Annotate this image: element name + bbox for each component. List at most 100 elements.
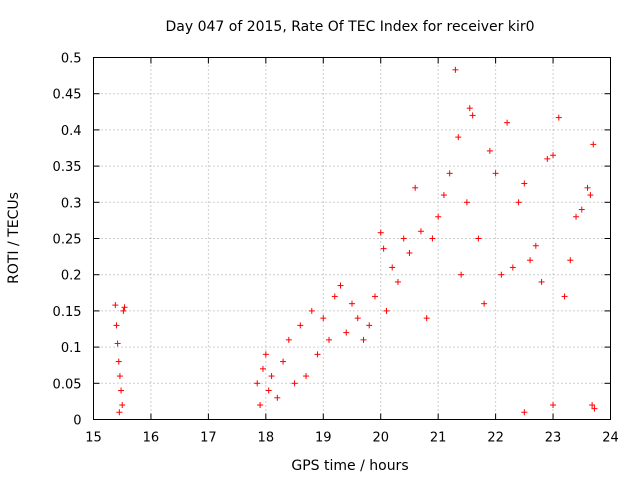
y-axis-label: ROTI / TECUs bbox=[6, 192, 22, 284]
data-point bbox=[257, 402, 264, 409]
data-point bbox=[463, 199, 470, 206]
data-point bbox=[412, 184, 419, 191]
data-point bbox=[591, 405, 598, 412]
x-tick-label: 21 bbox=[430, 431, 447, 446]
data-point bbox=[578, 206, 585, 213]
data-point bbox=[343, 329, 350, 336]
data-point bbox=[380, 245, 387, 252]
data-point bbox=[527, 257, 534, 264]
data-point bbox=[320, 315, 327, 322]
x-tick-label: 16 bbox=[143, 431, 160, 446]
data-point bbox=[119, 402, 126, 409]
data-point bbox=[475, 235, 482, 242]
data-point bbox=[590, 141, 597, 148]
y-tick-label: 0 bbox=[73, 414, 81, 429]
data-point bbox=[259, 365, 266, 372]
y-tick-label: 0.5 bbox=[61, 52, 82, 67]
data-point bbox=[120, 307, 127, 314]
data-point bbox=[377, 229, 384, 236]
data-points bbox=[112, 66, 598, 416]
data-point bbox=[400, 235, 407, 242]
data-point bbox=[587, 192, 594, 199]
x-tick-label: 20 bbox=[372, 431, 389, 446]
data-point bbox=[521, 180, 528, 187]
data-point bbox=[349, 300, 355, 307]
data-point bbox=[423, 315, 430, 322]
x-tick-label: 22 bbox=[487, 431, 504, 446]
data-point bbox=[481, 300, 488, 307]
data-point bbox=[354, 315, 361, 322]
data-point bbox=[435, 213, 442, 220]
data-point bbox=[469, 112, 476, 119]
data-point bbox=[389, 264, 396, 271]
data-point bbox=[509, 264, 516, 271]
y-tick-label: 0.15 bbox=[53, 305, 82, 320]
data-point bbox=[538, 278, 545, 285]
data-point bbox=[394, 278, 401, 285]
data-point bbox=[486, 147, 493, 154]
data-point bbox=[326, 336, 333, 343]
data-point bbox=[498, 271, 505, 278]
y-tick-label: 0.1 bbox=[61, 341, 82, 356]
data-point bbox=[492, 170, 499, 177]
data-point bbox=[446, 170, 453, 177]
data-point bbox=[114, 340, 121, 347]
data-point bbox=[115, 358, 122, 365]
data-point bbox=[112, 302, 119, 309]
x-tick-label: 15 bbox=[85, 431, 102, 446]
data-point bbox=[550, 152, 557, 159]
data-point bbox=[331, 293, 338, 300]
data-point bbox=[360, 336, 367, 343]
data-point bbox=[314, 351, 321, 358]
data-point bbox=[515, 199, 522, 206]
x-tick-label: 24 bbox=[602, 431, 619, 446]
data-point bbox=[452, 66, 459, 73]
data-point bbox=[116, 373, 123, 380]
y-tick-label: 0.3 bbox=[61, 196, 82, 211]
data-point bbox=[308, 307, 315, 314]
data-point bbox=[274, 394, 281, 401]
chart-title: Day 047 of 2015, Rate Of TEC Index for r… bbox=[165, 19, 534, 35]
data-point bbox=[116, 409, 123, 416]
data-point bbox=[265, 387, 272, 394]
x-tick-label: 23 bbox=[545, 431, 562, 446]
y-tick-label: 0.05 bbox=[53, 377, 82, 392]
data-point bbox=[440, 192, 447, 199]
data-point bbox=[532, 242, 539, 249]
x-axis-label: GPS time / hours bbox=[291, 458, 408, 474]
data-point bbox=[280, 358, 287, 365]
data-point bbox=[268, 373, 275, 380]
data-point bbox=[337, 282, 344, 289]
plot-frame bbox=[93, 57, 611, 420]
data-point bbox=[118, 387, 125, 394]
y-tick-label: 0.4 bbox=[61, 124, 82, 139]
data-point bbox=[458, 271, 465, 278]
data-point bbox=[285, 336, 292, 343]
data-point bbox=[561, 293, 568, 300]
data-point bbox=[455, 134, 462, 141]
data-point bbox=[383, 307, 390, 314]
x-tick-label: 19 bbox=[315, 431, 332, 446]
grid-lines bbox=[93, 57, 611, 420]
data-point bbox=[584, 184, 591, 191]
data-point bbox=[366, 322, 373, 329]
data-point bbox=[303, 373, 310, 380]
data-point bbox=[297, 322, 304, 329]
data-point bbox=[429, 235, 436, 242]
x-tick-label: 17 bbox=[200, 431, 217, 446]
axis-ticks: 15 16 17 18 19 20 21 22 23 24 0 0.05 0.1 0.15 0.2 0.25 0… bbox=[53, 52, 619, 446]
data-point bbox=[555, 114, 562, 121]
data-point bbox=[406, 249, 413, 256]
data-point bbox=[567, 257, 574, 264]
y-tick-label: 0.2 bbox=[61, 269, 82, 284]
data-point bbox=[291, 380, 298, 387]
data-point bbox=[262, 351, 269, 358]
data-point bbox=[113, 322, 120, 329]
data-point bbox=[466, 105, 473, 112]
data-point bbox=[550, 402, 557, 409]
data-point bbox=[521, 409, 528, 416]
data-point bbox=[573, 213, 580, 220]
data-point bbox=[371, 293, 378, 300]
x-tick-label: 18 bbox=[258, 431, 275, 446]
